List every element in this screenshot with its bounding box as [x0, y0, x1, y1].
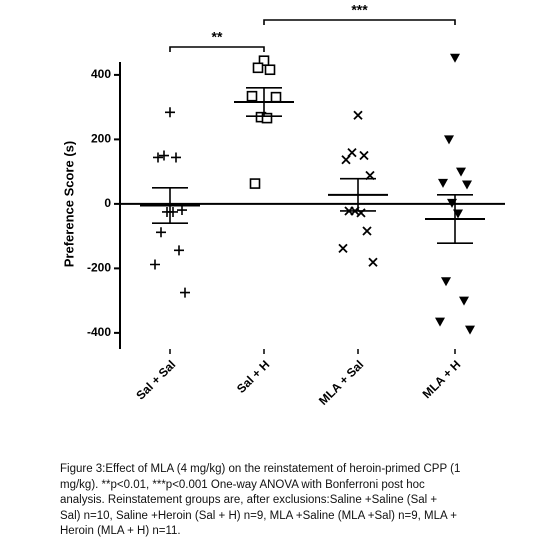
point	[438, 178, 448, 188]
point	[459, 296, 469, 306]
point	[261, 112, 273, 124]
caption-line: analysis. Reinstatement groups are, afte…	[60, 494, 438, 506]
y-tick-label: 200	[91, 132, 111, 146]
y-tick-label: 400	[91, 67, 111, 81]
point	[456, 167, 466, 177]
point	[246, 90, 258, 102]
point	[249, 178, 261, 189]
point	[156, 227, 166, 238]
point	[171, 152, 181, 163]
point	[165, 107, 175, 118]
point	[153, 152, 163, 163]
point	[435, 317, 445, 327]
point	[252, 62, 264, 74]
point	[362, 226, 372, 236]
point	[462, 180, 472, 190]
point	[264, 64, 276, 76]
caption-line: mg/kg). **p<0.01, ***p<0.001 One-way ANO…	[60, 478, 425, 491]
point	[159, 150, 169, 161]
x-tick-label: MLA + H	[420, 357, 464, 401]
significance-bracket	[263, 19, 456, 25]
point	[465, 325, 475, 335]
point	[341, 155, 351, 165]
significance-bracket	[169, 46, 265, 52]
point	[270, 91, 282, 103]
point	[180, 287, 190, 298]
point	[338, 243, 348, 254]
chart: Preference Score (s) -400 -200 0 200 400 Sal …	[61, 2, 505, 408]
point	[258, 55, 270, 67]
point	[368, 257, 378, 267]
x-tick-label: MLA + Sal	[316, 357, 366, 407]
caption: Figure 3:Effect of MLA (4 mg/kg) on the …	[60, 462, 530, 540]
point	[177, 205, 187, 216]
significance-label: ***	[351, 2, 368, 18]
y-tick-label: -200	[87, 261, 111, 275]
caption-line: Figure 3:Effect of MLA (4 mg/kg) on the …	[60, 463, 461, 475]
y-tick-label: -400	[87, 325, 111, 339]
caption-line: Sal) n=10, Saline +Heroin (Sal + H) n=9,…	[60, 509, 457, 522]
point	[150, 259, 160, 270]
point	[450, 53, 460, 63]
y-axis-label: Preference Score (s)	[61, 141, 76, 267]
point	[444, 135, 454, 145]
caption-line: Heroin (MLA + H) n=11.	[60, 525, 181, 537]
y-tick-label: 0	[104, 196, 111, 210]
x-tick-label: Sal + Sal	[133, 357, 178, 402]
point	[174, 245, 184, 256]
significance-label: **	[212, 29, 223, 45]
point	[359, 150, 369, 161]
x-tick-label: Sal + H	[234, 357, 272, 395]
point	[353, 110, 363, 120]
point	[441, 277, 451, 287]
